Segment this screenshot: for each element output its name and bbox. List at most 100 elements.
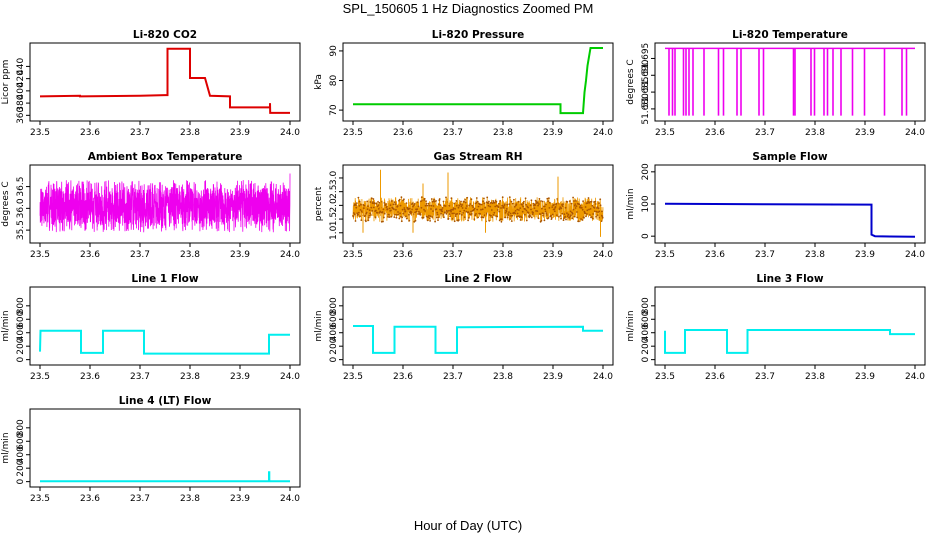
- data-point: [360, 203, 362, 206]
- data-point: [546, 214, 548, 216]
- data-point: [503, 203, 506, 206]
- data-point: [574, 207, 577, 209]
- data-point: [363, 204, 366, 207]
- data-point: [420, 196, 423, 199]
- data-point: [382, 208, 385, 211]
- x-tick-label: 24.0: [280, 250, 300, 260]
- y-axis-label: degrees C: [626, 59, 636, 104]
- data-point: [366, 200, 369, 203]
- data-point: [553, 203, 555, 206]
- data-point: [595, 215, 597, 218]
- data-point: [356, 212, 359, 215]
- data-point: [492, 214, 495, 216]
- data-point: [432, 210, 434, 213]
- data-point: [403, 207, 406, 209]
- data-point: [373, 202, 376, 204]
- data-point: [450, 210, 452, 213]
- y-tick-label: 400: [16, 82, 26, 99]
- x-tick-label: 23.8: [493, 372, 513, 382]
- data-point: [399, 204, 402, 207]
- data-point: [493, 201, 496, 204]
- x-tick-label: 23.6: [705, 250, 725, 260]
- data-point: [360, 219, 363, 222]
- data-point: [477, 205, 480, 208]
- data-point: [418, 210, 420, 213]
- data-point: [359, 209, 362, 211]
- data-point: [548, 201, 551, 204]
- plot-frame: [29, 408, 301, 488]
- data-point: [598, 210, 601, 213]
- data-point: [451, 218, 454, 220]
- data-point: [506, 216, 509, 219]
- data-point: [369, 212, 371, 215]
- y-tick-label: 400: [329, 324, 339, 341]
- data-point: [581, 208, 584, 211]
- data-point: [394, 213, 396, 216]
- y-tick-label: 36.5: [16, 177, 26, 197]
- data-point: [520, 216, 523, 219]
- data-point: [481, 208, 484, 211]
- x-tick-label: 23.7: [130, 128, 150, 138]
- data-point: [533, 207, 536, 210]
- y-axis-label: ml/min: [1, 432, 11, 463]
- data-point: [586, 213, 588, 215]
- data-point: [467, 219, 469, 222]
- x-tick-label: 23.6: [393, 250, 413, 260]
- data-point: [458, 204, 461, 207]
- plot-frame: [654, 42, 926, 122]
- y-tick-label: 420: [16, 70, 26, 87]
- data-point: [497, 206, 500, 209]
- data-point: [445, 196, 447, 199]
- data-point: [553, 210, 556, 213]
- data-point: [412, 205, 414, 208]
- data-point: [505, 208, 508, 210]
- panel-title: Li-820 Pressure: [432, 29, 525, 41]
- data-point: [601, 216, 604, 219]
- data-point: [586, 202, 589, 205]
- data-point: [385, 205, 388, 208]
- data-point: [499, 200, 502, 202]
- y-axis-label: ml/min: [626, 310, 636, 341]
- y-tick-label: 200: [641, 163, 651, 180]
- data-point: [377, 201, 379, 203]
- data-point: [403, 198, 405, 201]
- data-point: [372, 206, 375, 209]
- data-point: [545, 212, 548, 215]
- y-tick-label: 0: [641, 233, 651, 239]
- plot-frame: [342, 286, 614, 366]
- data-point: [448, 209, 450, 212]
- data-point: [589, 208, 592, 210]
- data-point: [601, 210, 603, 213]
- data-point: [500, 207, 502, 209]
- data-point: [546, 197, 549, 200]
- data-point: [452, 208, 454, 211]
- data-point: [364, 214, 366, 217]
- data-point: [414, 219, 417, 222]
- data-point: [522, 205, 524, 208]
- y-tick-label: 70: [329, 104, 339, 116]
- data-point: [395, 208, 397, 211]
- data-point: [369, 201, 372, 203]
- data-point: [464, 201, 467, 204]
- data-point: [571, 212, 574, 215]
- data-point: [508, 211, 510, 214]
- plot-frame: [29, 42, 301, 122]
- y-tick-label: 1.0: [329, 225, 339, 240]
- data-point: [576, 211, 578, 213]
- data-point: [586, 209, 589, 212]
- data-point: [588, 208, 590, 211]
- data-point: [591, 216, 593, 218]
- series-line-0: [353, 47, 603, 115]
- x-tick-label: 24.0: [280, 128, 300, 138]
- data-point: [448, 204, 451, 207]
- x-tick-label: 23.8: [805, 250, 825, 260]
- panel-2: Li-820 Temperature degrees C 23.5 23.6 23.7 2…: [626, 29, 926, 138]
- data-point: [587, 200, 589, 203]
- data-point: [498, 202, 500, 205]
- data-point: [469, 203, 471, 205]
- data-point: [436, 213, 439, 216]
- data-point: [564, 206, 567, 209]
- data-point: [395, 213, 398, 216]
- data-point: [537, 217, 540, 220]
- data-point: [377, 204, 380, 207]
